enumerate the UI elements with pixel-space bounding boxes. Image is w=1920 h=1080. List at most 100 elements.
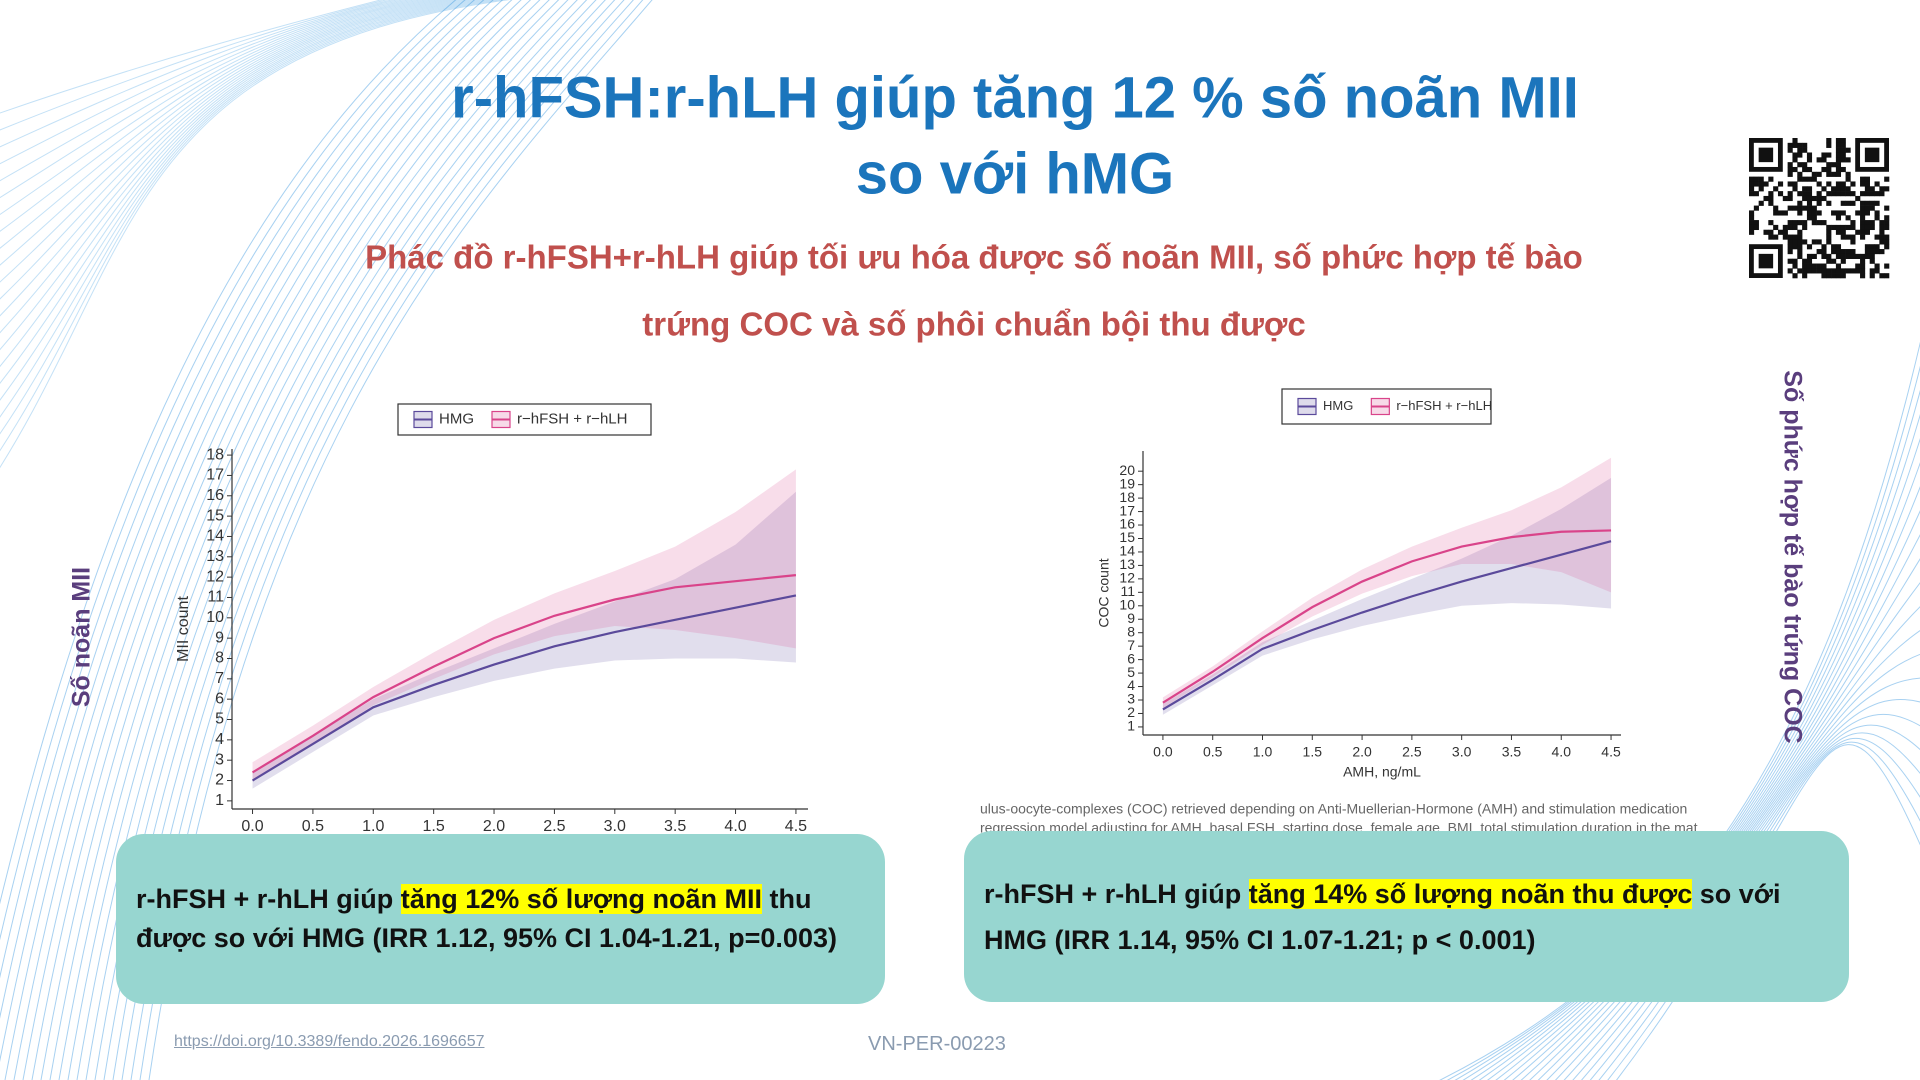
qr-module <box>1792 224 1798 231</box>
qr-module <box>1806 268 1813 274</box>
wave-line <box>49 0 550 1080</box>
y-axis-label: COC count <box>1096 558 1112 627</box>
qr-module <box>1835 215 1842 221</box>
y-tick-label: 14 <box>206 528 224 545</box>
qr-module <box>1792 220 1798 226</box>
qr-module <box>1864 210 1870 216</box>
qr-module <box>1840 142 1846 148</box>
wave-line <box>1478 462 1920 1080</box>
wave-line <box>0 0 505 452</box>
qr-module <box>1797 249 1803 255</box>
qr-module <box>1835 157 1842 163</box>
y-tick-label: 4 <box>215 731 224 748</box>
qr-module <box>1831 268 1837 274</box>
x-tick-label: 1.5 <box>423 818 445 835</box>
x-tick-label: 2.5 <box>1402 744 1422 760</box>
qr-module <box>1864 253 1870 259</box>
qr-module <box>1864 249 1870 255</box>
qr-finder <box>1864 147 1880 163</box>
legend-label: HMG <box>439 410 474 427</box>
qr-module <box>1879 239 1885 245</box>
qr-module <box>1802 176 1808 182</box>
qr-code <box>1749 138 1890 279</box>
wave-line <box>112 0 616 1080</box>
qr-module <box>1840 147 1846 153</box>
callout-box: r-hFSH + r-hLH giúp tăng 12% số lượng no… <box>116 834 885 1004</box>
legend-label: HMG <box>1323 398 1353 413</box>
callout-text: r-hFSH + r-hLH giúp tăng 12% số lượng no… <box>136 880 865 958</box>
doi-link[interactable]: https://doi.org/10.3389/fendo.2026.16966… <box>174 1033 485 1050</box>
subtitle: trứng COC và số phôi chuẩn bội thu được <box>642 306 1305 343</box>
x-tick-label: 2.0 <box>1352 744 1372 760</box>
qr-module <box>1860 205 1866 211</box>
qr-module <box>1835 162 1842 168</box>
y-tick-label: 5 <box>1127 664 1135 680</box>
qr-module <box>1879 249 1885 255</box>
qr-module <box>1845 171 1851 177</box>
qr-module <box>1864 224 1870 231</box>
qr-module <box>1811 220 1817 226</box>
qr-module <box>1826 224 1832 231</box>
qr-module <box>1835 147 1842 153</box>
qr-module <box>1840 210 1846 216</box>
qr-module <box>1874 249 1880 255</box>
x-tick-label: 0.0 <box>1153 744 1173 760</box>
qr-module <box>1816 268 1822 274</box>
qr-module <box>1831 258 1837 264</box>
qr-module <box>1797 244 1803 250</box>
qr-module <box>1860 268 1866 274</box>
qr-module <box>1850 268 1856 274</box>
qr-module <box>1821 244 1827 250</box>
qr-module <box>1835 171 1842 177</box>
qr-module <box>1816 239 1822 245</box>
qr-module <box>1821 268 1827 274</box>
side-label: Số noãn MII <box>68 567 96 707</box>
qr-module <box>1835 229 1842 235</box>
y-tick-label: 10 <box>1119 596 1135 612</box>
qr-module <box>1797 152 1803 158</box>
qr-module <box>1826 138 1832 144</box>
qr-module <box>1773 186 1779 192</box>
confidence-band <box>1162 457 1612 709</box>
qr-module <box>1802 195 1808 202</box>
qr-module <box>1860 220 1866 226</box>
qr-module <box>1787 249 1793 255</box>
qr-module <box>1845 268 1851 274</box>
y-tick-label: 17 <box>206 467 224 484</box>
wave-line <box>0 0 466 941</box>
qr-module <box>1860 210 1866 216</box>
qr-module <box>1787 181 1793 187</box>
y-tick-label: 3 <box>1127 691 1135 707</box>
wave-line <box>40 0 541 1080</box>
wave-line <box>0 0 417 216</box>
qr-module <box>1869 244 1875 250</box>
qr-module <box>1860 191 1866 197</box>
qr-module <box>1840 268 1846 274</box>
qr-module <box>1768 195 1774 202</box>
qr-module <box>1874 210 1880 216</box>
qr-module <box>1860 234 1866 240</box>
qr-module <box>1773 205 1779 211</box>
qr-module <box>1879 273 1885 279</box>
wave-line <box>0 0 492 418</box>
qr-module <box>1787 147 1793 153</box>
qr-module <box>1860 181 1866 187</box>
qr-module <box>1797 200 1803 206</box>
y-tick-label: 11 <box>207 589 224 606</box>
qr-module <box>1835 138 1842 144</box>
qr-module <box>1860 215 1866 221</box>
qr-module <box>1864 205 1870 211</box>
qr-module <box>1763 181 1769 187</box>
qr-module <box>1835 253 1842 259</box>
y-tick-label: 15 <box>1119 529 1135 545</box>
qr-module <box>1792 138 1798 144</box>
qr-module <box>1850 224 1856 231</box>
qr-module <box>1768 229 1774 235</box>
qr-module <box>1840 258 1846 264</box>
qr-module <box>1869 224 1875 231</box>
qr-module <box>1869 249 1875 255</box>
wave-line <box>0 0 485 1019</box>
title: so với hMG <box>856 141 1174 206</box>
qr-module <box>1811 176 1817 182</box>
x-tick-label: 4.5 <box>1601 744 1621 760</box>
